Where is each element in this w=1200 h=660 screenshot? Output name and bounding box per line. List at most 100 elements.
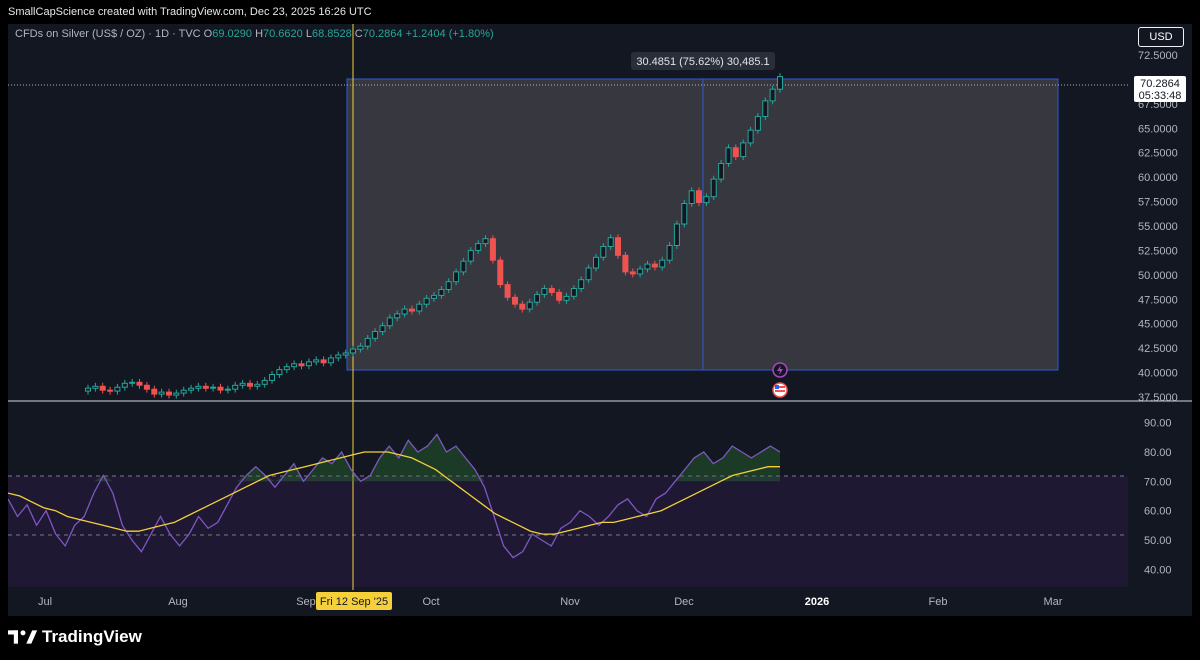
candle	[600, 243, 607, 261]
rsi-band-fill	[8, 476, 1128, 587]
chart-frame[interactable]: 30.4851 (75.62%) 30,485.1 72.500070.0000…	[8, 24, 1192, 616]
candle	[283, 363, 290, 374]
candle	[732, 144, 739, 160]
candle	[291, 360, 298, 371]
close-value: 70.2864	[362, 28, 403, 40]
measure-label-text: 30.4851 (75.62%) 30,485.1	[636, 56, 769, 68]
high-label: H	[255, 28, 264, 40]
candle	[210, 383, 217, 392]
lightning-icon[interactable]	[772, 362, 788, 378]
candle	[622, 251, 629, 276]
candle	[114, 383, 121, 395]
candle	[659, 256, 666, 271]
candle	[754, 113, 761, 134]
candle	[541, 285, 548, 298]
candle	[261, 377, 268, 388]
rsi-line	[8, 433, 781, 559]
candle	[217, 383, 224, 394]
time-tick-label: Sep	[296, 596, 316, 608]
candle	[423, 294, 430, 308]
candle	[467, 247, 474, 265]
candle	[247, 379, 253, 390]
candle	[335, 351, 342, 362]
candle	[372, 328, 379, 342]
candle	[534, 291, 541, 306]
time-tick-label: Aug	[168, 596, 188, 608]
candle	[158, 388, 165, 398]
candle	[482, 235, 489, 247]
close-label: C	[354, 28, 363, 40]
candle	[703, 193, 710, 206]
price-axis[interactable]: 72.500070.000067.500065.000062.500060.00…	[1138, 50, 1178, 404]
candle	[519, 300, 526, 313]
candle	[202, 382, 209, 392]
footer-brand-text: TradingView	[42, 627, 142, 646]
tradingview-logo-icon	[8, 630, 38, 644]
candle	[718, 160, 725, 183]
candle	[570, 285, 577, 300]
price-tick-label: 62.5000	[1138, 148, 1178, 160]
candle	[725, 144, 732, 167]
last-price-tag: 70.2864 05:33:48	[1134, 76, 1186, 102]
rsi-axis[interactable]: 90.00 80.00 70.00 60.00 50.00 40.00	[1144, 418, 1172, 577]
candle	[548, 285, 555, 296]
candle	[364, 335, 371, 350]
open-label: O	[203, 28, 213, 40]
candle	[401, 305, 408, 318]
time-tick-label: Dec	[674, 596, 694, 608]
rsi-tick-label: 40.00	[1144, 564, 1172, 576]
candle	[504, 281, 511, 301]
candle	[188, 384, 195, 394]
candle	[740, 139, 747, 160]
rsi-tick-label: 50.00	[1144, 535, 1172, 547]
price-tick-label: 40.0000	[1138, 368, 1178, 380]
candle	[769, 85, 776, 105]
price-tick-label: 72.5000	[1138, 50, 1178, 62]
price-tick-label: 45.0000	[1138, 319, 1178, 331]
candle	[644, 260, 651, 273]
candle	[232, 381, 239, 393]
low-value: 68.8528	[311, 28, 352, 40]
time-tick-label: 2026	[805, 596, 829, 608]
candle	[556, 289, 563, 304]
symbol-name: CFDs on Silver (US$ / OZ) · 1D · TVC	[15, 28, 201, 40]
candle	[777, 73, 783, 93]
price-tick-label: 65.0000	[1138, 123, 1178, 135]
candle	[276, 366, 283, 378]
candle	[313, 356, 320, 366]
us-flag-icon[interactable]	[772, 382, 788, 398]
candle	[453, 268, 460, 286]
candle	[578, 276, 585, 292]
candle	[166, 388, 172, 399]
open-value: 69.0290	[212, 28, 252, 40]
price-tick-label: 50.0000	[1138, 270, 1178, 282]
candle	[593, 253, 599, 272]
candle	[92, 382, 99, 392]
candle	[195, 382, 202, 392]
rsi-tick-label: 90.00	[1144, 418, 1172, 430]
candle	[357, 342, 364, 353]
candle	[224, 385, 231, 394]
candle	[512, 293, 518, 308]
change-value: +1.2404 (+1.80%)	[405, 28, 494, 40]
rsi-ma-line	[8, 451, 780, 535]
candle	[688, 187, 695, 207]
time-tick-label: Nov	[560, 596, 580, 608]
candle	[666, 242, 673, 264]
price-chart[interactable]: 30.4851 (75.62%) 30,485.1 72.500070.0000…	[8, 24, 1192, 616]
crosshair-date-label: Fri 12 Sep '25	[316, 592, 392, 610]
candle	[431, 292, 437, 302]
candle	[710, 175, 717, 201]
price-tick-label: 42.5000	[1138, 343, 1178, 355]
rsi-tick-label: 60.00	[1144, 506, 1172, 518]
currency-button[interactable]: USD	[1138, 27, 1184, 47]
time-axis[interactable]: Jul Aug Sep Oct Nov Dec 2026 Feb Mar	[38, 596, 1063, 608]
time-tick-label: Oct	[422, 596, 439, 608]
candle	[143, 381, 150, 393]
candle	[681, 200, 688, 228]
high-value: 70.6620	[263, 28, 303, 40]
price-tick-label: 57.5000	[1138, 197, 1178, 209]
footer-brand: TradingView	[8, 626, 142, 648]
candle	[136, 378, 143, 389]
candle	[386, 314, 393, 330]
